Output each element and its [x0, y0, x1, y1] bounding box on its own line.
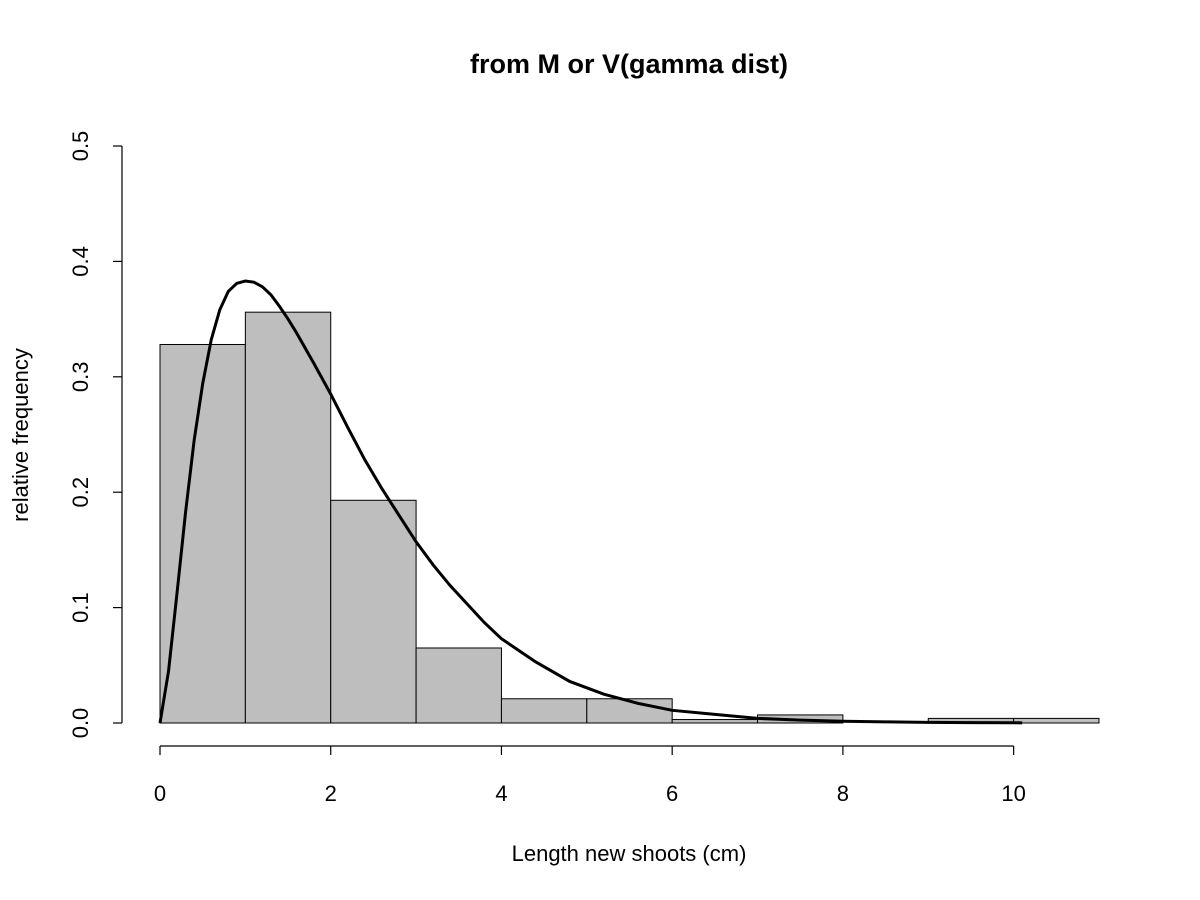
histogram-bar — [159, 343, 246, 724]
x-tick-label: 4 — [495, 781, 507, 806]
gamma-density-curve — [158, 279, 1023, 725]
histogram-bar — [244, 311, 332, 724]
x-tick-label: 2 — [325, 781, 337, 806]
y-tick-label: 0.0 — [68, 708, 93, 739]
x-tick-label: 6 — [666, 781, 678, 806]
y-tick-label: 0.1 — [68, 592, 93, 623]
y-tick-label: 0.3 — [68, 362, 93, 393]
x-axis: 0 2 4 6 8 10 — [154, 745, 1026, 806]
chart-title: from M or V(gamma dist) — [470, 49, 788, 79]
histogram-bars — [159, 311, 1100, 724]
x-tick-label: 8 — [837, 781, 849, 806]
histogram-bar — [1013, 717, 1100, 724]
x-tick-label: 10 — [1001, 781, 1025, 806]
histogram-bar — [671, 719, 759, 724]
histogram-bar — [586, 698, 673, 724]
histogram-bar — [415, 647, 502, 724]
y-tick-label: 0.5 — [68, 131, 93, 162]
y-axis-label: relative frequency — [8, 348, 33, 522]
y-tick-label: 0.4 — [68, 246, 93, 277]
histogram-bar — [330, 499, 417, 724]
x-tick-label: 0 — [154, 781, 166, 806]
y-axis: 0.0 0.1 0.2 0.3 0.4 0.5 — [68, 131, 123, 739]
y-tick-label: 0.2 — [68, 477, 93, 508]
x-axis-label: Length new shoots (cm) — [512, 841, 747, 866]
histogram-bar — [500, 698, 588, 724]
